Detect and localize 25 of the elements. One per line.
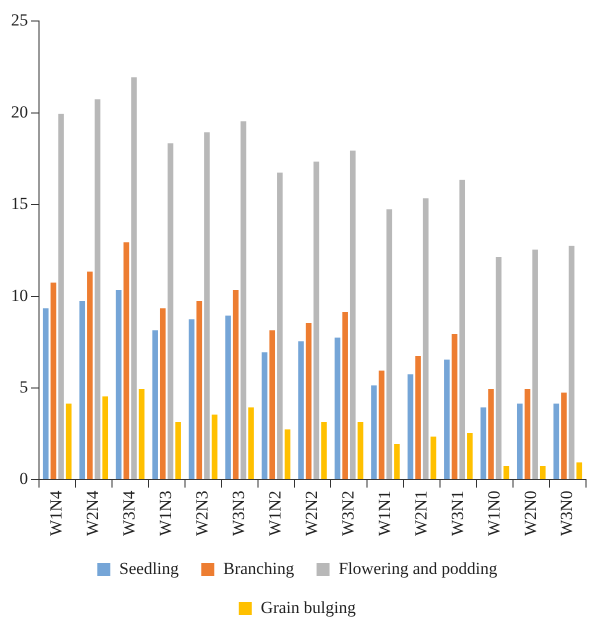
x-tick-label: W3N4 [120,490,139,536]
x-tick-label: W1N1 [374,490,394,536]
legend-label: Branching [223,558,295,578]
x-tick-label: W2N1 [411,490,430,536]
y-tick-label: 5 [20,377,28,396]
x-tick-label: W2N0 [520,490,540,536]
y-tick-label: 10 [11,286,28,305]
y-tick-label: 20 [11,102,28,122]
x-tick-label: W3N0 [557,490,576,536]
x-tick-label: W1N0 [484,490,504,536]
legend-label: Flowering and podding [338,558,498,578]
legend-label: Grain bulging [260,598,356,617]
x-tick-label: W3N2 [338,490,358,536]
x-tick-label: W2N4 [83,490,102,536]
x-tick-label: W1N2 [266,490,284,536]
y-tick-label: 0 [20,469,28,488]
y-tick-label: 25 [11,10,28,30]
legend-label: Seedling [119,558,180,578]
x-tick-label: W3N3 [229,490,248,536]
x-tick-label: W3N1 [448,490,467,536]
x-tick-label: W1N3 [156,490,176,536]
y-tick-label: 15 [11,194,28,214]
x-tick-label: W2N2 [302,490,321,536]
x-tick-label: W2N3 [192,490,212,536]
x-tick-label: W1N4 [46,490,66,536]
